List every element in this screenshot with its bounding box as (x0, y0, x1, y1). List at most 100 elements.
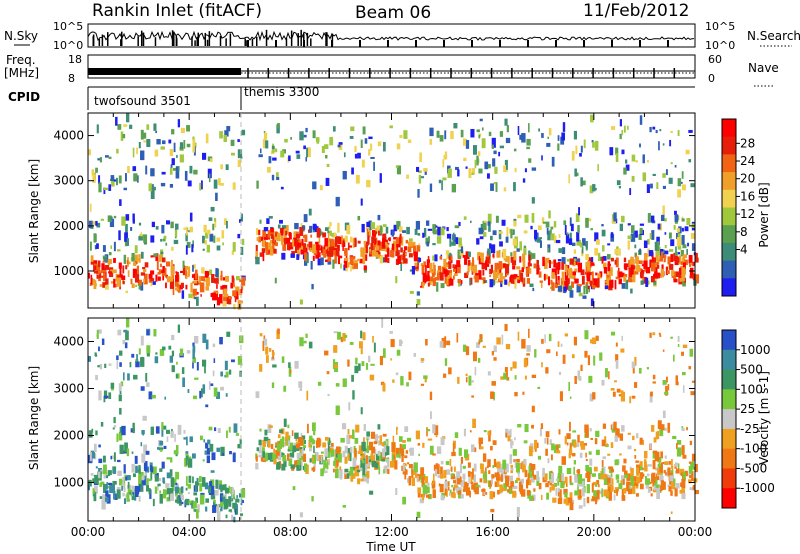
velocity-cell (426, 427, 428, 437)
velocity-cell (134, 485, 140, 495)
power-cell (408, 241, 413, 247)
power-cell (132, 147, 135, 158)
power-cell (688, 129, 693, 133)
velocity-cell (606, 477, 611, 485)
power-cell (581, 275, 585, 285)
velocity-cell (159, 440, 164, 446)
velocity-cell (468, 475, 470, 484)
power-cell (170, 265, 175, 276)
velocity-cell (454, 432, 459, 438)
power-cell (515, 277, 520, 280)
velocity-cell (587, 355, 591, 366)
velocity-cell (220, 498, 223, 502)
velocity-cell (192, 342, 195, 347)
velocity-cell (650, 391, 653, 397)
velocity-cell (233, 516, 236, 523)
power-cell (406, 226, 410, 235)
nsky-spike (303, 33, 305, 46)
velocity-cell (375, 453, 380, 461)
power-cell (575, 145, 578, 154)
power-cell (690, 183, 695, 188)
velocity-cell (378, 466, 381, 475)
power-cell (516, 248, 520, 252)
velocity-cell (136, 354, 138, 361)
power-cell (416, 166, 420, 172)
velocity-cell (564, 492, 568, 498)
velocity-cell (623, 458, 627, 464)
date-title: 11/Feb/2012 (583, 1, 689, 21)
power-cell (205, 277, 210, 287)
velocity-cell (262, 439, 266, 447)
velocity-cell (157, 477, 162, 482)
power-colorbar-tick-label: 20 (740, 172, 755, 186)
power-cell (627, 240, 630, 250)
nsky-spike (225, 38, 227, 46)
velocity-cell (676, 468, 680, 474)
velocity-cell (549, 473, 555, 483)
velocity-cell (527, 477, 530, 486)
velocity-cell (660, 424, 665, 431)
power-cell (134, 274, 140, 283)
power-cell (688, 159, 692, 163)
velocity-cell (492, 464, 495, 469)
power-cell (404, 252, 407, 256)
power-cell (174, 230, 178, 237)
velocity-cell (597, 489, 600, 500)
velocity-colorbar-swatch (722, 349, 736, 371)
velocity-cell (272, 364, 277, 368)
power-cell (629, 188, 632, 196)
velocity-colorbar-tick-label: -25 (740, 422, 760, 436)
velocity-cell (335, 449, 339, 459)
power-cell (258, 154, 263, 158)
power-cell (400, 247, 403, 253)
power-cell (182, 260, 185, 269)
power-colorbar-swatch (722, 172, 736, 191)
power-cell (291, 250, 295, 256)
power-cell (513, 148, 517, 152)
power-cell (338, 142, 343, 145)
power-cell (273, 239, 276, 243)
power-cell (220, 295, 223, 299)
velocity-cell (650, 493, 653, 497)
power-cell (674, 210, 677, 216)
power-cell (458, 237, 462, 246)
power-cell (528, 254, 531, 264)
power-cell (157, 272, 161, 275)
velocity-cell (488, 470, 491, 475)
velocity-cell (440, 495, 445, 501)
power-cell (589, 185, 594, 194)
power-cell (509, 276, 512, 283)
velocity-cell (360, 478, 365, 482)
velocity-cell (132, 422, 135, 431)
velocity-cell (209, 383, 214, 387)
velocity-cell (565, 497, 570, 506)
velocity-cell (431, 484, 435, 489)
power-cell (357, 215, 361, 221)
power-cell (219, 294, 223, 304)
power-cell (577, 257, 580, 267)
power-cell (614, 259, 617, 265)
power-cell (93, 270, 98, 274)
nsky-spike (191, 36, 193, 46)
power-cell (621, 149, 625, 155)
velocity-cell (522, 464, 526, 473)
power-cell (513, 274, 518, 278)
velocity-cell (579, 489, 582, 498)
power-cell (140, 129, 144, 140)
velocity-cell (171, 350, 175, 357)
power-cell (445, 250, 450, 255)
velocity-cell (688, 366, 692, 370)
velocity-cell (185, 455, 188, 466)
velocity-cell (182, 377, 185, 388)
velocity-cell (294, 460, 298, 468)
velocity-cell (220, 386, 224, 391)
velocity-cell (113, 452, 116, 462)
nsky-label: N.Sky (4, 29, 38, 43)
power-cell (673, 278, 678, 283)
power-cell (610, 232, 614, 239)
velocity-cell (268, 425, 273, 428)
velocity-cell (355, 424, 360, 433)
velocity-cell (662, 461, 665, 465)
velocity-cell (629, 396, 632, 404)
velocity-cell (621, 495, 626, 501)
